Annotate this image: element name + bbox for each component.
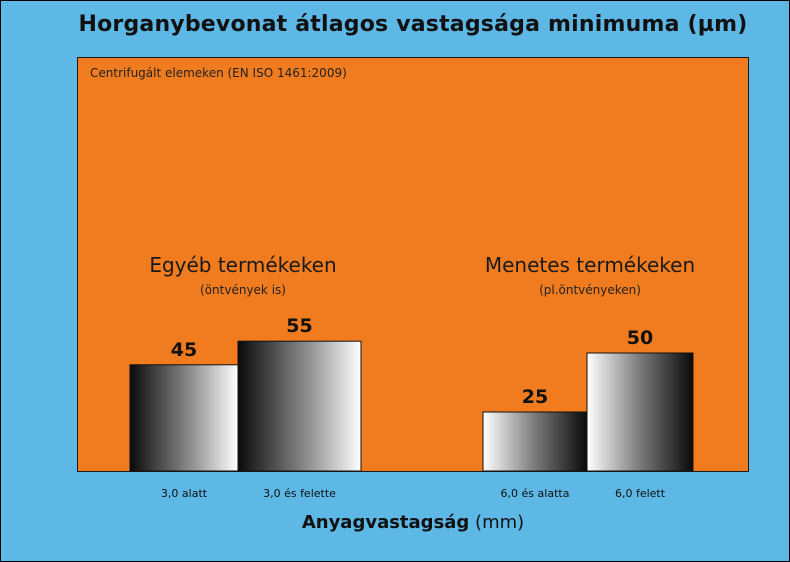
value-label-3: 25 <box>522 386 548 408</box>
x-axis-label: Anyagvastagság (mm) <box>0 512 790 533</box>
value-label-2: 55 <box>286 315 312 337</box>
bar-3 <box>482 411 588 472</box>
chart-title: Horganybevonat átlagos vastagsága minimu… <box>78 12 748 37</box>
bar-2 <box>237 340 362 472</box>
tick-label-3: 6,0 és alatta <box>501 487 570 500</box>
bar-1 <box>129 364 239 472</box>
group-title-egyeb: Egyéb termékeken <box>149 253 337 277</box>
tick-label-2: 3,0 és felette <box>263 487 336 500</box>
tick-label-4: 6,0 felett <box>615 487 666 500</box>
x-axis-label-unit: (mm) <box>475 512 525 533</box>
value-label-1: 45 <box>171 339 197 361</box>
tick-label-1: 3,0 alatt <box>161 487 208 500</box>
x-axis-label-main: Anyagvastagság <box>301 512 470 533</box>
value-label-4: 50 <box>627 327 653 349</box>
bar-4 <box>586 352 694 472</box>
group-subtitle-menetes: (pl.öntvényeken) <box>539 283 641 297</box>
chart-subtitle: Centrifugált elemeken (EN ISO 1461:2009) <box>90 66 347 80</box>
group-title-menetes: Menetes termékeken <box>484 253 696 277</box>
group-subtitle-egyeb: (öntvények is) <box>200 283 286 297</box>
